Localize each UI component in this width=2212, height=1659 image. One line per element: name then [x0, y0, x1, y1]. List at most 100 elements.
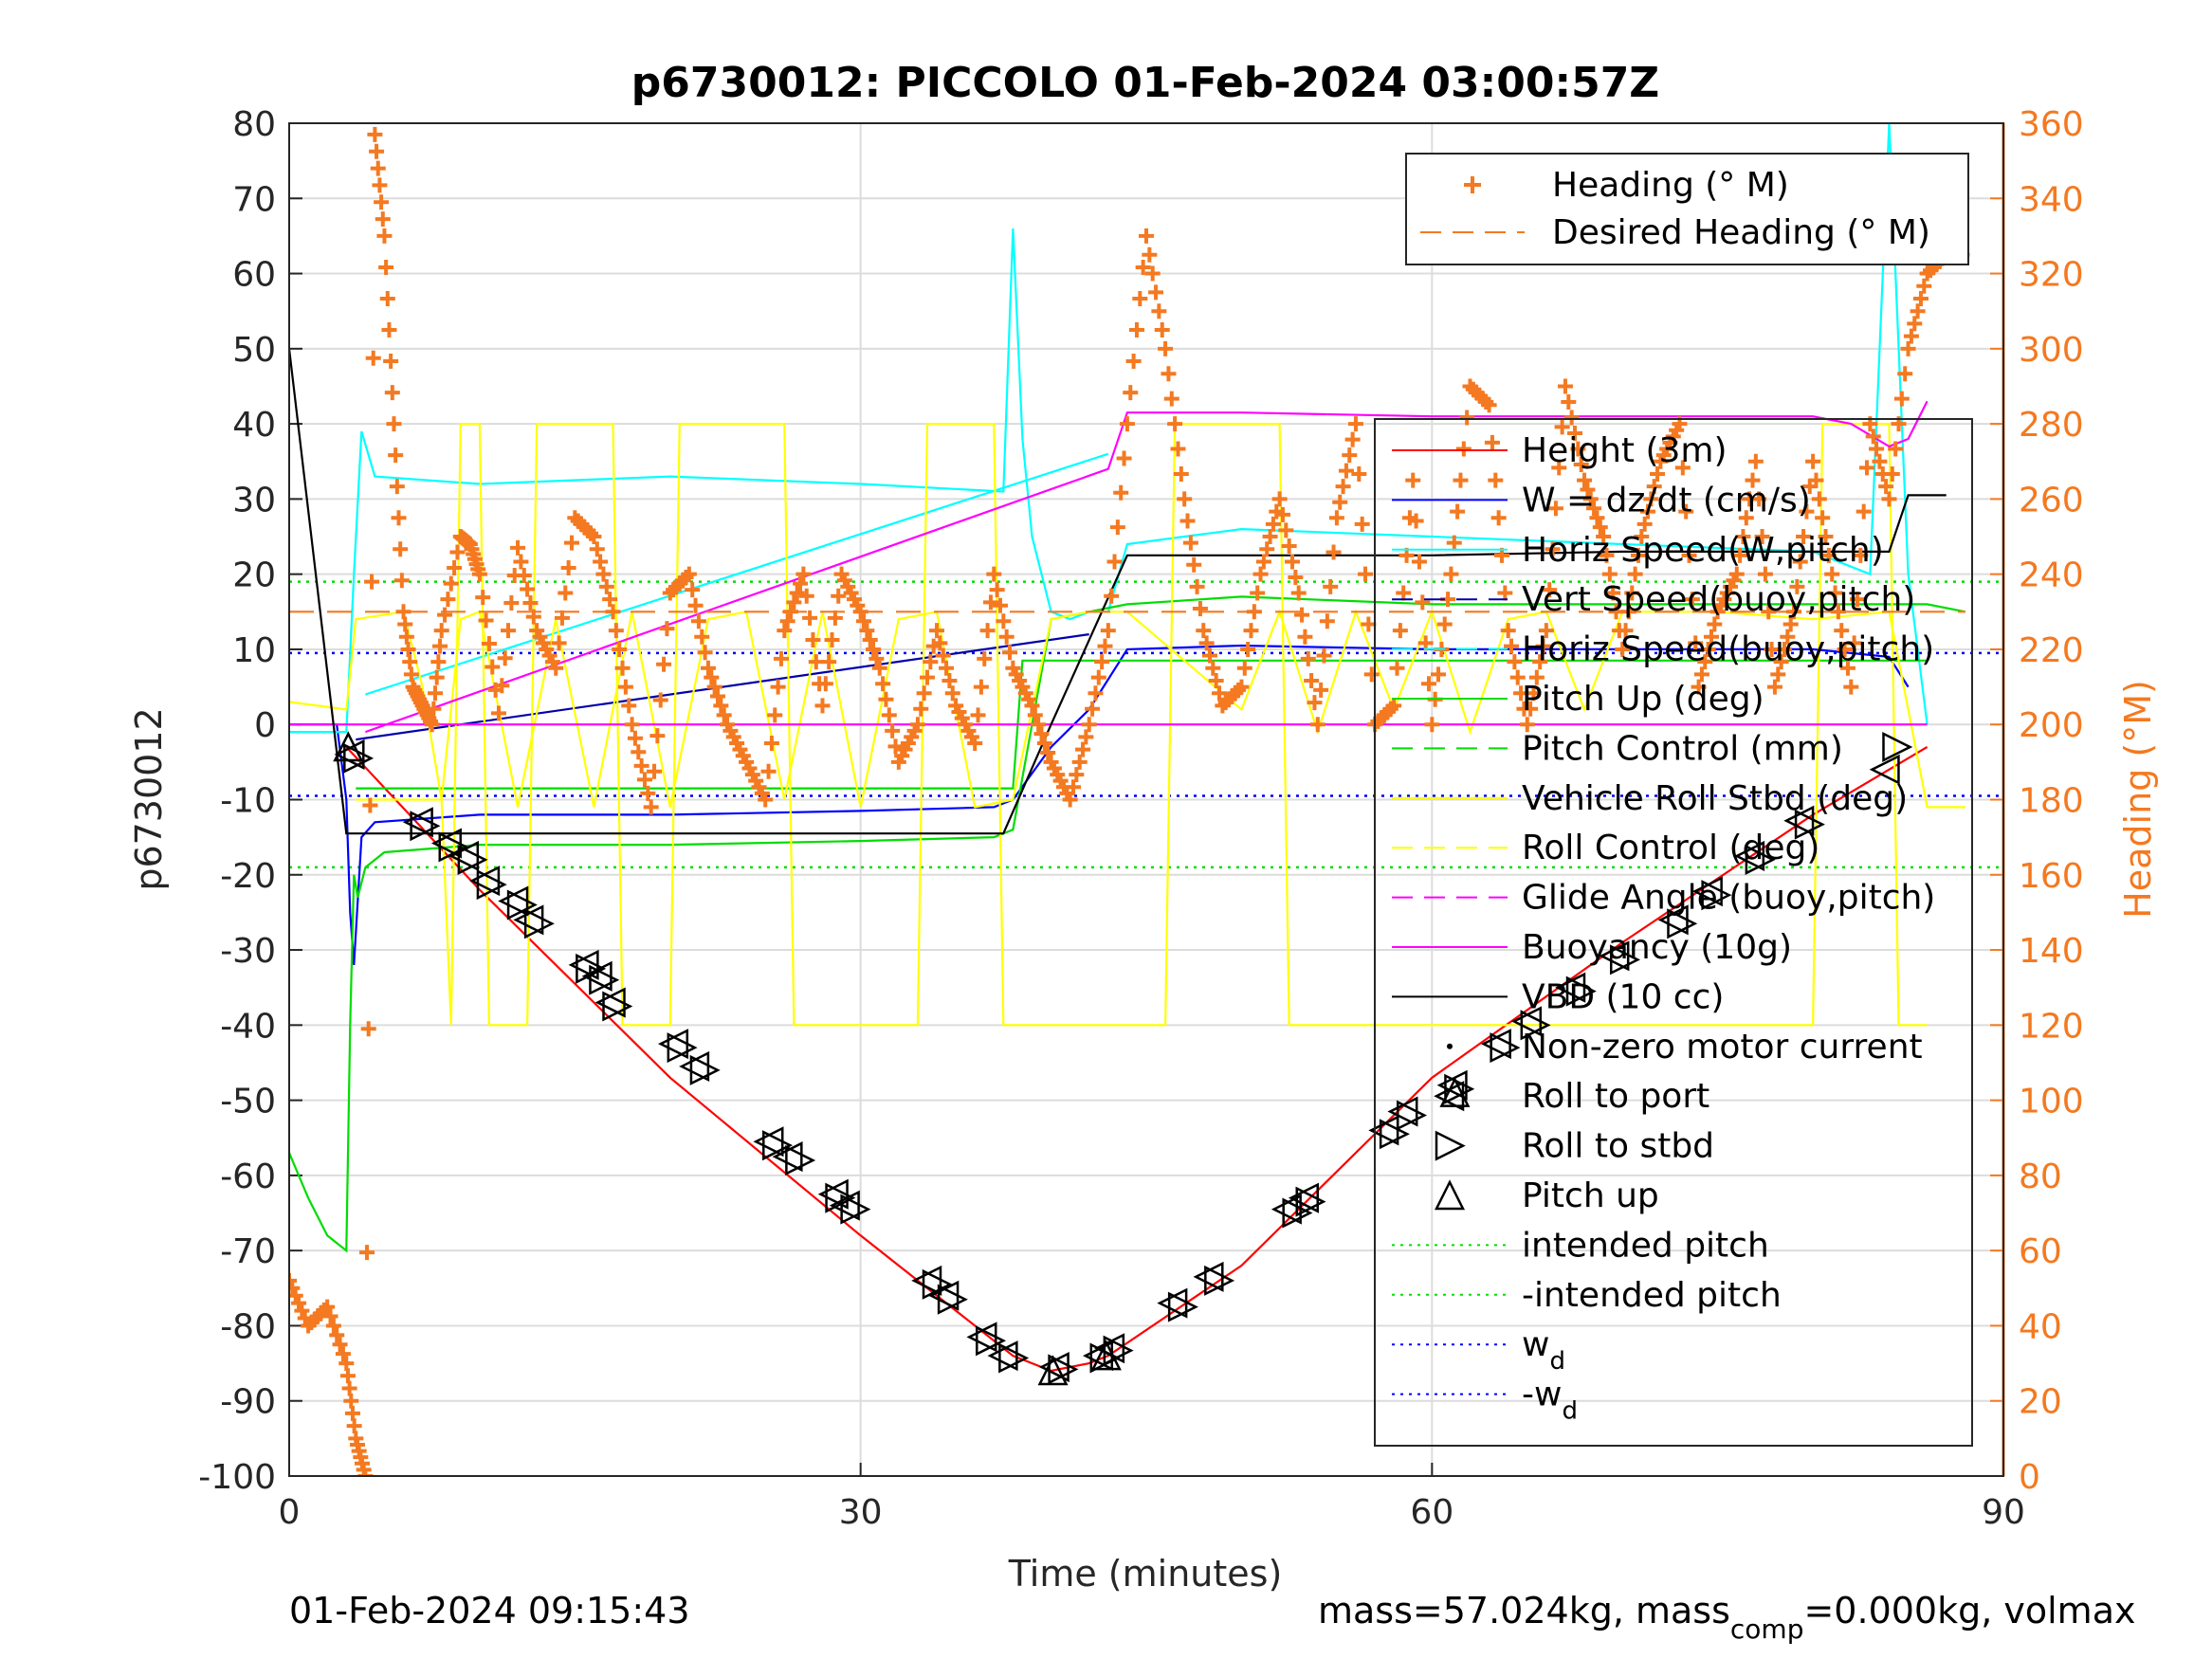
heading-point [982, 594, 998, 611]
heading-point [1881, 491, 1897, 507]
heading-point [386, 416, 402, 432]
heading-point [1278, 522, 1294, 538]
heading-point [1526, 685, 1542, 702]
y-axis-label-right: Heading (°M) [2117, 680, 2159, 919]
legend-label: Pitch Up (deg) [1522, 680, 1764, 719]
heading-point [1167, 416, 1183, 432]
legend-entry: Pitch Up (deg) [1392, 680, 1764, 719]
heading-point [1236, 660, 1252, 676]
heading-point [391, 510, 407, 526]
heading-point [1735, 529, 1751, 545]
heading-point [374, 194, 390, 210]
y-tick-label-left: 70 [232, 180, 276, 219]
roll-stbd-marker [1667, 908, 1698, 939]
heading-point [612, 641, 628, 657]
roll-stbd-marker [410, 811, 441, 842]
heading-point [1182, 535, 1198, 551]
legend-entry: Non-zero motor current [1447, 1028, 1923, 1066]
heading-point [1691, 679, 1707, 695]
heading-point [1674, 460, 1691, 476]
heading-point [1728, 566, 1745, 582]
roll-stbd-marker [602, 991, 633, 1022]
axes: 0 30 60 9080706050403020100-10-20-30-40-50-… [198, 105, 2083, 1532]
heading-point [375, 211, 391, 228]
roll-stbd-marker [998, 1342, 1030, 1374]
heading-point [1615, 641, 1631, 657]
y-tick-label-right: 340 [2019, 180, 2084, 219]
roll-stbd-marker [762, 1130, 794, 1161]
roll-stbd-marker [922, 1268, 953, 1300]
heading-point [484, 659, 501, 675]
heading-point [1703, 629, 1719, 645]
roll-stbd-marker [1520, 1010, 1551, 1041]
heading-point [690, 613, 706, 629]
heading-point [1865, 428, 1881, 445]
heading-point [1358, 566, 1374, 582]
heading-point [1834, 623, 1850, 639]
roll-port-marker [772, 1141, 803, 1173]
heading-point [1504, 638, 1520, 654]
heading-point [967, 736, 983, 752]
markers-roll-stbd [343, 731, 1913, 1385]
legend-label-sub: d [1549, 1347, 1565, 1376]
heading-point [554, 610, 570, 626]
heading-point [1040, 744, 1056, 760]
series-pitch-up-deg [289, 595, 1966, 1253]
heading-point [372, 177, 388, 193]
heading-point [973, 679, 989, 695]
heading-point [1274, 506, 1290, 522]
heading-point [1271, 491, 1288, 507]
heading-point [1198, 635, 1215, 651]
heading-point [1764, 641, 1780, 657]
heading-point [929, 623, 945, 639]
y-tick-label-right: 80 [2019, 1158, 2062, 1196]
heading-point [1078, 729, 1094, 745]
heading-point [1024, 698, 1040, 714]
heading-point [1297, 629, 1313, 645]
heading-point [1031, 717, 1047, 733]
heading-point [992, 597, 1008, 613]
x-tick-label: 60 [1410, 1493, 1453, 1532]
roll-stbd-marker [1295, 1186, 1326, 1217]
heading-point [1849, 592, 1865, 608]
heading-point [868, 650, 885, 666]
heading-point [481, 635, 497, 651]
heading-point [1328, 510, 1344, 526]
heading-point [1893, 391, 1910, 407]
heading-point [1681, 547, 1697, 563]
heading-point [376, 228, 393, 244]
heading-point [627, 730, 643, 746]
heading-point [793, 575, 809, 592]
heading-point [1201, 647, 1217, 664]
y-tick-label-left: -30 [220, 932, 276, 971]
legend-entry: W = dz/dt (cm/s) [1392, 481, 1811, 520]
legend-entry: Height (3m) [1392, 431, 1728, 470]
y-tick-label-left: 80 [232, 105, 276, 144]
legend-entry: Vehicle Roll Stbd (deg) [1392, 779, 1908, 818]
heading-point [1567, 426, 1582, 442]
heading-point [621, 698, 637, 714]
heading-point [1142, 246, 1158, 263]
y-tick-label-left: -50 [220, 1083, 276, 1121]
heading-point [1542, 582, 1558, 598]
heading-point [1436, 616, 1453, 632]
heading-point [1265, 516, 1281, 532]
heading-point [859, 623, 875, 639]
series-horiz-speed-buoy-pitch [365, 452, 1109, 696]
heading-point [1354, 516, 1370, 532]
heading-point [916, 685, 932, 702]
heading-point [1342, 447, 1358, 464]
heading-point [383, 354, 399, 370]
heading-point [814, 698, 831, 714]
heading-point [1094, 654, 1110, 670]
pitch-up-marker [1037, 1355, 1069, 1386]
y-tick-label-right: 240 [2019, 556, 2084, 595]
heading-point [687, 597, 704, 613]
heading-point [1570, 441, 1586, 457]
heading-point [1104, 588, 1120, 604]
heading-point [656, 656, 672, 672]
heading-point [1580, 482, 1596, 498]
series-w-dz-dt-cm-s [289, 644, 1910, 965]
heading-point [998, 629, 1015, 645]
